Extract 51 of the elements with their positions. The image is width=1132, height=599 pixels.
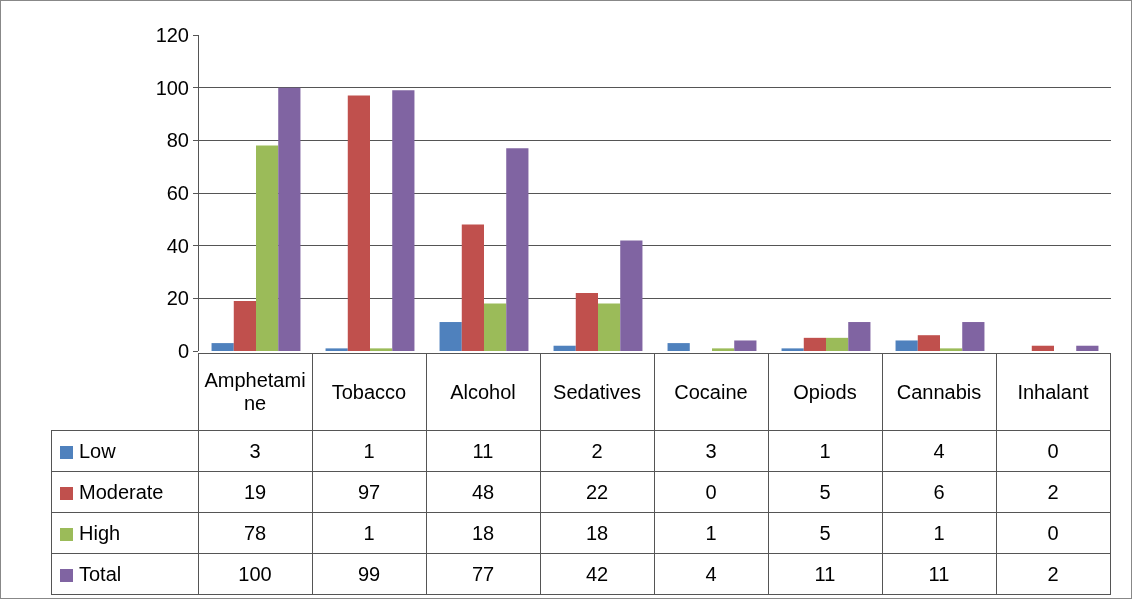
data-label: 22	[540, 471, 654, 513]
y-tick-label: 120	[155, 24, 189, 46]
x-tick-label: Alcohol	[426, 353, 540, 431]
data-label: 48	[426, 471, 540, 513]
x-tick-label: Cannabis	[882, 353, 996, 431]
data-label: 18	[540, 512, 654, 554]
data-label: 0	[996, 512, 1110, 554]
x-tick-label: Amphetamine	[198, 353, 312, 431]
data-label: 11	[882, 553, 996, 595]
data-label: 6	[882, 471, 996, 513]
data-label: 3	[198, 430, 312, 472]
y-tick-label: 80	[166, 129, 189, 152]
y-tick-label: 60	[166, 182, 189, 204]
legend-label: Total	[51, 553, 198, 595]
x-tick-label: Sedatives	[540, 353, 654, 431]
data-label: 3	[654, 430, 768, 472]
data-label: 100	[198, 553, 312, 595]
data-label: 5	[768, 471, 882, 513]
data-label: 78	[198, 512, 312, 554]
data-label: 2	[996, 553, 1110, 595]
data-label: 1	[654, 512, 768, 554]
y-tick-label: 0	[177, 340, 189, 362]
data-label: 97	[312, 471, 426, 513]
data-label: 0	[654, 471, 768, 513]
data-label: 5	[768, 512, 882, 554]
data-label: 2	[996, 471, 1110, 513]
data-label: 11	[426, 430, 540, 472]
data-label: 19	[198, 471, 312, 513]
x-tick-label: Cocaine	[654, 353, 768, 431]
legend-label: Moderate	[51, 471, 198, 513]
data-label: 1	[312, 512, 426, 554]
data-label: 42	[540, 553, 654, 595]
data-label: 99	[312, 553, 426, 595]
data-label: 18	[426, 512, 540, 554]
legend-label: Low	[51, 430, 198, 472]
data-label: 4	[882, 430, 996, 472]
data-label: 2	[540, 430, 654, 472]
data-label: 1	[312, 430, 426, 472]
data-label: 11	[768, 553, 882, 595]
data-label: 77	[426, 553, 540, 595]
y-tick-label: 100	[155, 76, 189, 99]
data-label: 0	[996, 430, 1110, 472]
data-label: 1	[768, 430, 882, 472]
x-tick-label: Inhalant	[996, 353, 1110, 431]
y-tick-label: 40	[166, 234, 189, 257]
x-tick-label: Opiods	[768, 353, 882, 431]
legend-label: High	[51, 512, 198, 554]
data-label: 1	[882, 512, 996, 554]
x-tick-label: Tobacco	[312, 353, 426, 431]
data-label: 4	[654, 553, 768, 595]
y-tick-label: 20	[166, 287, 189, 310]
